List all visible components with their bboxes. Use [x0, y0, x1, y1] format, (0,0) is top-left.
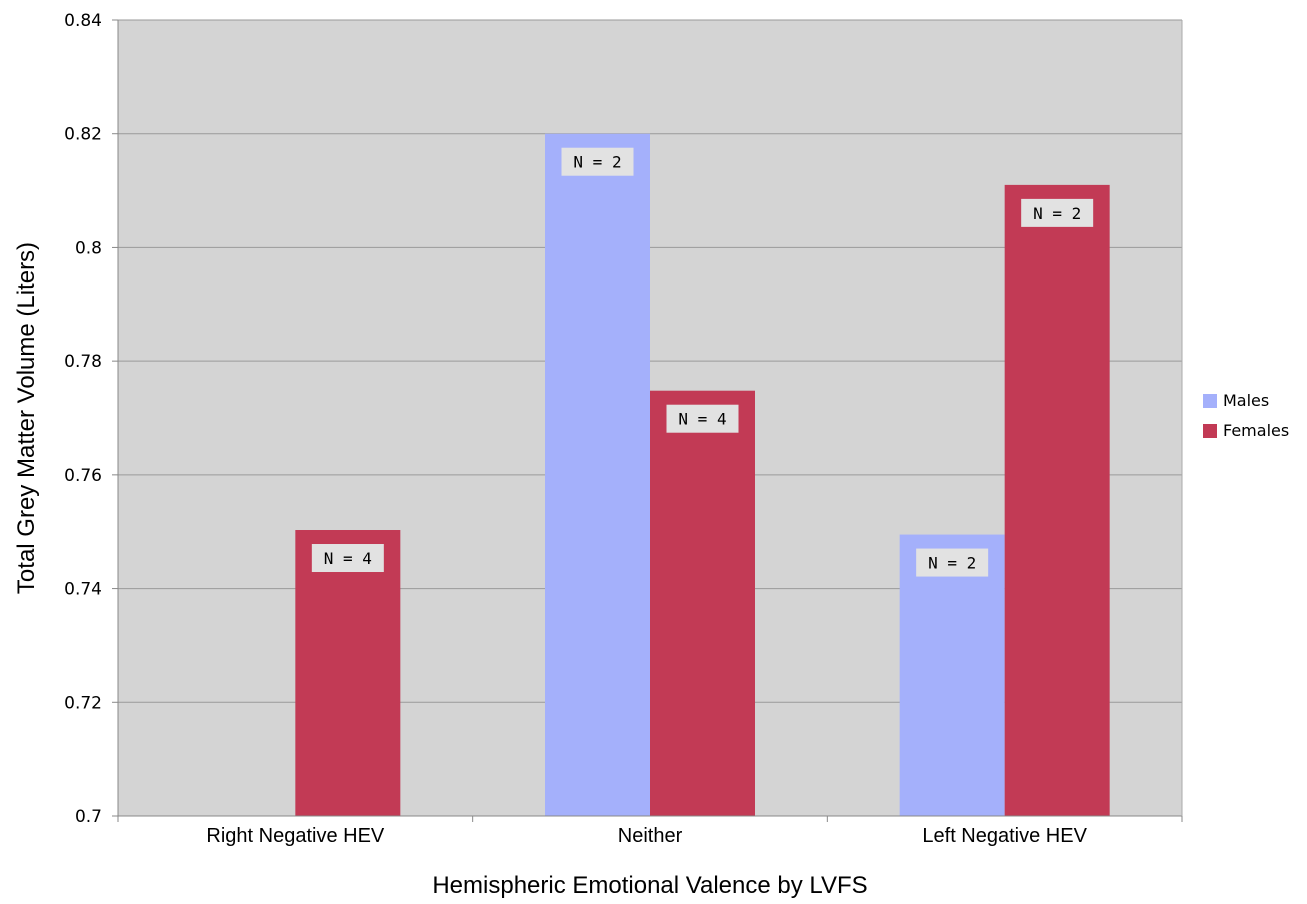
data-label-box: [666, 404, 739, 433]
bars: [295, 133, 1110, 816]
y-tick-label: 0.8: [75, 238, 102, 258]
x-category-label: Neither: [618, 825, 683, 847]
x-category-label: Left Negative HEV: [922, 825, 1087, 847]
x-axis-title: Hemispheric Emotional Valence by LVFS: [432, 872, 867, 899]
data-label: N = 2: [1033, 204, 1081, 223]
y-tick-label: 0.84: [64, 11, 102, 31]
y-tick-label: 0.76: [64, 466, 102, 486]
bar-males: [545, 133, 650, 816]
data-label: N = 2: [928, 554, 976, 573]
data-label-box: [561, 147, 634, 176]
legend-label-males: Males: [1223, 391, 1269, 410]
x-category-label: Right Negative HEV: [206, 825, 385, 847]
data-label-box: [311, 544, 384, 573]
y-axis-ticks: 0.7 0.72 0.74 0.76 0.78 0.8 0.82 0.84: [64, 11, 118, 827]
legend-swatch-females: [1203, 424, 1217, 438]
y-tick-label: 0.78: [64, 352, 102, 372]
data-label: N = 4: [324, 549, 372, 568]
legend-swatch-males: [1203, 394, 1217, 408]
bar-females: [295, 530, 401, 816]
bar-females: [650, 390, 755, 816]
data-label-box: [916, 548, 989, 577]
y-tick-label: 0.72: [64, 693, 102, 713]
data-label: N = 4: [678, 410, 726, 429]
data-label: N = 2: [573, 153, 621, 172]
legend-label-females: Females: [1223, 421, 1289, 440]
legend: Males Females: [1203, 391, 1289, 440]
y-tick-label: 0.74: [64, 580, 102, 600]
y-axis-title: Total Grey Matter Volume (Liters): [13, 242, 40, 594]
axes: [117, 20, 1183, 822]
y-tick-label: 0.7: [75, 807, 102, 827]
x-axis-categories: Right Negative HEV Neither Left Negative H…: [206, 825, 1087, 847]
data-labels: N = 4 N = 2 N = 4 N = 2 N = 2: [311, 147, 1094, 577]
bar-males: [899, 534, 1005, 816]
y-tick-label: 0.82: [64, 125, 102, 145]
bar-females: [1004, 184, 1110, 816]
data-label-box: [1021, 198, 1094, 227]
